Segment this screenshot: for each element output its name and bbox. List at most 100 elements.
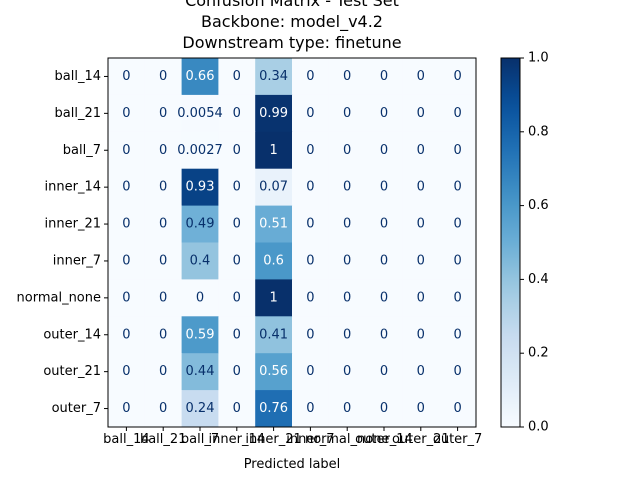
heatmap-cell-label: 0: [233, 401, 241, 416]
x-tick-label: ball_14: [103, 432, 149, 447]
heatmap-cell: [144, 205, 183, 243]
heatmap-cell: [108, 58, 146, 96]
heatmap-cell: [439, 390, 477, 428]
heatmap-cell: [402, 131, 440, 170]
heatmap-cell-label: 0: [306, 143, 314, 158]
heatmap-cell-label: 0: [159, 364, 167, 379]
heatmap-cell: [328, 131, 367, 170]
heatmap-cell: [108, 94, 146, 133]
heatmap-cell-label: 0: [159, 106, 167, 121]
heatmap-cell: [439, 94, 477, 133]
heatmap-cell: [365, 390, 403, 428]
heatmap-cell-label: 0: [159, 253, 167, 268]
heatmap-cell-label: 0: [159, 143, 167, 158]
heatmap-cell: [255, 58, 293, 96]
heatmap-cell: [328, 242, 367, 280]
heatmap-cell: [218, 205, 256, 243]
heatmap-cell: [255, 353, 293, 391]
heatmap-cell-label: 0: [343, 106, 351, 121]
heatmap-cell-label: 0: [122, 327, 130, 342]
heatmap-cell: [365, 353, 403, 391]
heatmap-cell-label: 0.93: [186, 180, 215, 195]
heatmap-cell-label: 0.49: [186, 217, 215, 232]
y-tick-label: outer_14: [43, 327, 101, 342]
heatmap-cell-label: 0: [417, 253, 425, 268]
heatmap-cell: [402, 390, 440, 428]
heatmap-cell-label: 0: [417, 327, 425, 342]
heatmap-cell: [218, 168, 256, 207]
heatmap-cell: [255, 131, 293, 170]
heatmap-cell-label: 0: [306, 106, 314, 121]
heatmap-cell: [402, 205, 440, 243]
heatmap-cell: [439, 205, 477, 243]
heatmap-cell: [218, 390, 256, 428]
heatmap-cell-label: 0: [343, 217, 351, 232]
heatmap-cell: [292, 168, 330, 207]
x-tick-label: ball_7: [181, 432, 219, 447]
heatmap-cell-label: 0: [159, 217, 167, 232]
heatmap-cell: [328, 58, 367, 96]
heatmap-cell-label: 0.51: [259, 217, 288, 232]
heatmap-cell-label: 0.59: [186, 327, 215, 342]
heatmap-cell: [144, 168, 183, 207]
heatmap-cell-label: 0: [306, 327, 314, 342]
heatmap-cell: [365, 316, 403, 354]
heatmap-cell-label: 0.0027: [177, 143, 223, 158]
heatmap-cell-label: 0: [122, 290, 130, 305]
heatmap-cell-label: 0: [453, 327, 461, 342]
heatmap-cell-label: 0: [417, 143, 425, 158]
heatmap-cell: [255, 316, 293, 354]
heatmap-cell-label: 0.4: [190, 253, 211, 268]
heatmap-cell-label: 0: [453, 253, 461, 268]
heatmap-cell: [402, 168, 440, 207]
heatmap-cell-label: 0: [306, 290, 314, 305]
heatmap-cell-label: 0: [380, 327, 388, 342]
heatmap-cell: [255, 242, 293, 280]
heatmap-cell-label: 0.66: [186, 69, 215, 84]
heatmap-cell: [328, 168, 367, 207]
heatmap-cell-label: 0.6: [263, 253, 284, 268]
colorbar-tick-label: 1.0: [528, 51, 549, 66]
heatmap-cells: [108, 58, 477, 428]
heatmap-cell-label: 0: [343, 290, 351, 305]
heatmap-cell: [181, 94, 219, 133]
heatmap-cell: [181, 353, 219, 391]
heatmap-cell: [108, 242, 146, 280]
heatmap-cell-label: 0: [343, 364, 351, 379]
heatmap-cell-label: 0: [453, 217, 461, 232]
heatmap-cell-label: 0.34: [259, 69, 288, 84]
x-tick-label: outer_7: [433, 432, 482, 447]
heatmap-cell-label: 0: [380, 106, 388, 121]
heatmap-cell-label: 0: [233, 143, 241, 158]
heatmap-cell: [328, 94, 367, 133]
heatmap-cell-label: 0: [159, 401, 167, 416]
heatmap-cell: [402, 353, 440, 391]
heatmap-cell: [439, 279, 477, 317]
y-tick-label: ball_21: [55, 106, 101, 121]
heatmap-cell: [181, 205, 219, 243]
heatmap-cell: [181, 242, 219, 280]
heatmap-cell-label: 0: [453, 364, 461, 379]
y-tick-label: inner_14: [45, 180, 101, 195]
heatmap-cell-label: 0: [306, 69, 314, 84]
heatmap-cell: [402, 58, 440, 96]
heatmap-cell: [108, 390, 146, 428]
heatmap-cell: [292, 131, 330, 170]
heatmap-cell: [402, 94, 440, 133]
heatmap-cell: [255, 168, 293, 207]
heatmap-cell-label: 0: [380, 364, 388, 379]
heatmap-cell-label: 0: [343, 180, 351, 195]
heatmap-cell-label: 0: [233, 327, 241, 342]
heatmap-cell-label: 0: [233, 180, 241, 195]
heatmap-cell-label: 0: [306, 217, 314, 232]
y-tick-label: inner_21: [45, 217, 101, 232]
heatmap-cell: [181, 168, 219, 207]
heatmap-cell: [365, 58, 403, 96]
heatmap-cell: [402, 242, 440, 280]
heatmap-cell-label: 0.56: [259, 364, 288, 379]
heatmap-cell-label: 0: [122, 253, 130, 268]
heatmap-cell-label: 0: [122, 401, 130, 416]
heatmap-cell-label: 0: [306, 253, 314, 268]
heatmap-cell-label: 0: [453, 290, 461, 305]
